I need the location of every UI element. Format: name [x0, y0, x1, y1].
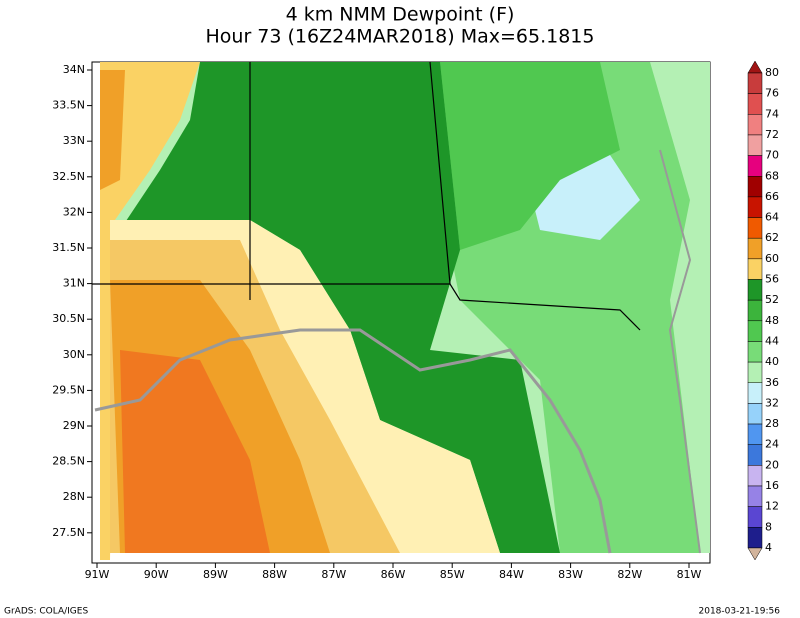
colorbar-box — [747, 114, 763, 136]
colorbar-box — [747, 527, 763, 549]
colorbar-box — [747, 176, 763, 198]
colorbar-label: 4 — [765, 541, 772, 554]
title: 4 km NMM Dewpoint (F) — [286, 4, 515, 26]
colorbar-label: 64 — [765, 211, 779, 224]
colorbar-label: 80 — [765, 66, 779, 79]
lon-label: 81W — [677, 568, 702, 581]
lon-label: 87W — [321, 568, 346, 581]
lon-label: 82W — [617, 568, 642, 581]
colorbar-box — [747, 237, 763, 260]
colorbar-box — [747, 217, 763, 239]
colorbar-label: 52 — [765, 293, 779, 306]
colorbar-label: 74 — [765, 107, 779, 120]
colorbar-label: 62 — [765, 231, 779, 244]
lon-label: 84W — [499, 568, 524, 581]
colorbar-label: 8 — [765, 520, 772, 533]
colorbar-label: 40 — [765, 355, 779, 368]
lat-label: 32N — [63, 205, 85, 218]
colorbar-label: 56 — [765, 273, 779, 286]
lat-label: 27.5N — [52, 526, 85, 539]
colorbar-label: 66 — [765, 190, 779, 203]
lon-label: 86W — [381, 568, 406, 581]
colorbar-box — [747, 320, 763, 342]
colorbar-label: 60 — [765, 252, 779, 265]
colorbar-box — [747, 279, 763, 301]
colorbar-label: 70 — [765, 149, 779, 162]
map — [91, 61, 711, 564]
colorbar-box — [747, 423, 763, 445]
lat-label: 31.5N — [52, 241, 85, 254]
colorbar-label: 36 — [765, 376, 779, 389]
lon-label: 88W — [262, 568, 287, 581]
lat-label: 28.5N — [52, 455, 85, 468]
colorbar: 8076747270686664626056524844403632282420… — [747, 60, 779, 561]
colorbar-arrow — [747, 60, 763, 74]
lat-label: 30.5N — [52, 312, 85, 325]
lat-labels: 34N 33.5N 33N 32.5N 32N 31.5N 31N 30.5N 30N 29.5N… — [52, 63, 92, 539]
colorbar-label: 76 — [765, 87, 779, 100]
colorbar-box — [747, 444, 763, 466]
colorbar-arrow — [747, 547, 763, 561]
colorbar-box — [747, 196, 763, 218]
lon-labels: 91W 90W 89W 88W 87W 86W 85W 84W 83W 82W 81W — [85, 563, 702, 581]
colorbar-box — [747, 485, 763, 507]
colorbar-label: 20 — [765, 458, 779, 471]
colorbar-label: 68 — [765, 169, 779, 182]
lat-label: 33.5N — [52, 99, 85, 112]
colorbar-box — [747, 341, 763, 363]
colorbar-box — [747, 299, 763, 322]
colorbar-box — [747, 465, 763, 487]
colorbar-box — [747, 134, 763, 156]
footer-right: 2018-03-21-19:56 — [699, 607, 781, 617]
colorbar-label: 16 — [765, 479, 779, 492]
lon-label: 85W — [440, 568, 465, 581]
colorbar-box — [747, 155, 763, 177]
subtitle: Hour 73 (16Z24MAR2018) Max=65.1815 — [206, 26, 595, 48]
colorbar-label: 44 — [765, 334, 779, 347]
colorbar-label: 12 — [765, 500, 779, 513]
lat-label: 29.5N — [52, 383, 85, 396]
colorbar-label: 72 — [765, 128, 779, 141]
footer-left: GrADS: COLA/IGES — [4, 607, 88, 617]
colorbar-box — [747, 403, 763, 425]
lon-label: 90W — [144, 568, 169, 581]
lat-label: 32.5N — [52, 170, 85, 183]
lon-label: 89W — [203, 568, 228, 581]
colorbar-label: 24 — [765, 438, 779, 451]
colorbar-box — [747, 506, 763, 528]
colorbar-box — [747, 72, 763, 94]
lat-label: 30N — [63, 348, 85, 361]
lat-label: 29N — [63, 419, 85, 432]
colorbar-label: 48 — [765, 314, 779, 327]
lon-label: 91W — [85, 568, 110, 581]
lat-label: 34N — [63, 63, 85, 76]
colorbar-box — [747, 382, 763, 404]
colorbar-box — [747, 258, 763, 280]
colorbar-box — [747, 361, 763, 384]
colorbar-label: 32 — [765, 396, 779, 409]
colorbar-label: 28 — [765, 417, 779, 430]
lon-label: 83W — [558, 568, 583, 581]
lat-label: 33N — [63, 134, 85, 147]
lat-label: 28N — [63, 490, 85, 503]
colorbar-box — [747, 93, 763, 115]
lat-label: 31N — [63, 277, 85, 290]
